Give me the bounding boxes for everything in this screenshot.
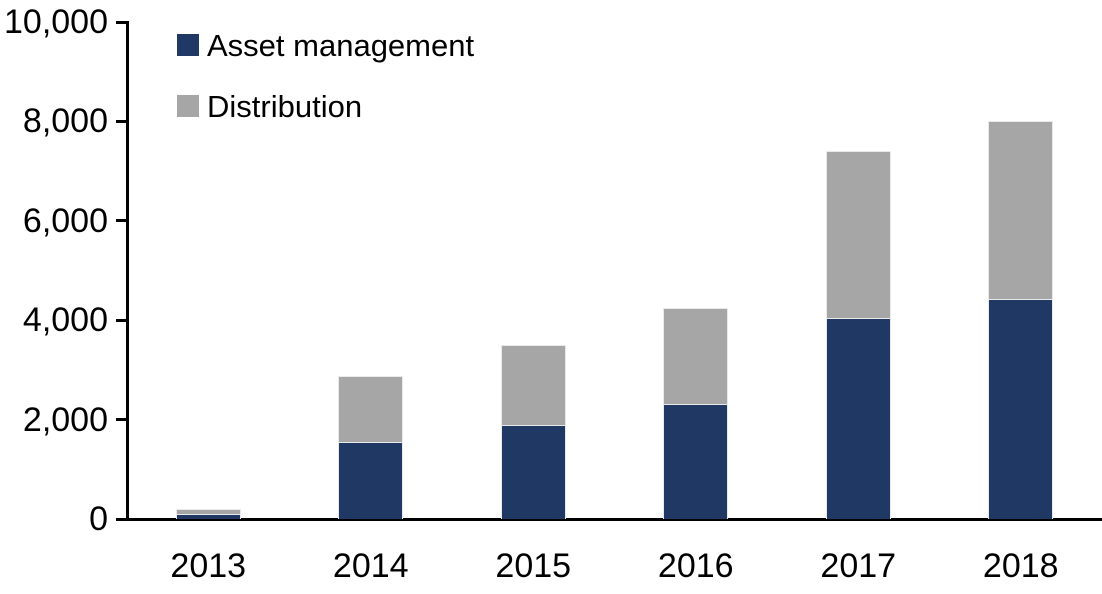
y-axis-tick — [116, 318, 129, 322]
legend-item-distribution: Distribution — [177, 90, 362, 122]
legend-label-asset-management: Asset management — [207, 27, 475, 63]
x-axis-label: 2018 — [982, 547, 1059, 585]
y-axis-label: 8,000 — [22, 102, 108, 141]
x-axis-label: 2015 — [495, 547, 572, 585]
y-axis-label: 10,000 — [4, 3, 108, 41]
x-axis-label: 2013 — [170, 547, 247, 585]
asset-management-swatch-icon — [177, 34, 199, 56]
legend-label-distribution: Distribution — [207, 88, 363, 124]
bar-segment-asset-management-2014 — [338, 441, 404, 519]
distribution-swatch-icon — [177, 95, 199, 117]
bar-segment-distribution-2015 — [500, 345, 566, 425]
y-axis-label: 0 — [89, 500, 108, 538]
y-axis-tick — [116, 219, 129, 223]
x-axis-label: 2017 — [820, 547, 897, 585]
bar-segment-asset-management-2016 — [663, 403, 729, 519]
bar-segment-distribution-2017 — [825, 151, 891, 318]
bar-segment-distribution-2016 — [663, 307, 729, 404]
y-axis-label: 2,000 — [22, 400, 108, 439]
bar-segment-distribution-2014 — [338, 376, 404, 442]
legend-item-asset-management: Asset management — [177, 29, 474, 61]
y-axis-tick — [116, 418, 129, 422]
y-axis-label: 4,000 — [22, 301, 108, 340]
y-axis-tick — [116, 119, 129, 123]
bar-segment-asset-management-2018 — [988, 298, 1054, 519]
y-axis-label: 6,000 — [22, 201, 108, 240]
bar-segment-asset-management-2015 — [500, 424, 566, 519]
x-axis-label: 2014 — [332, 547, 409, 585]
x-axis-label: 2016 — [657, 547, 734, 585]
y-axis-tick — [116, 517, 129, 521]
bar-segment-distribution-2018 — [988, 121, 1054, 299]
bar-segment-asset-management-2013 — [175, 514, 241, 519]
y-axis-line — [126, 22, 129, 521]
bar-segment-distribution-2013 — [175, 509, 241, 515]
x-axis-line — [126, 518, 1102, 521]
y-axis-tick — [116, 20, 129, 24]
bar-segment-asset-management-2017 — [825, 317, 891, 519]
